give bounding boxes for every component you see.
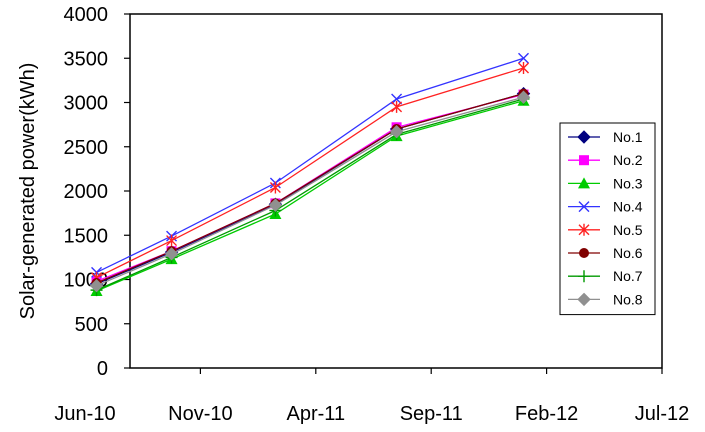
legend-entry: No.5 — [568, 222, 643, 238]
y-tick-label: 3500 — [64, 48, 109, 70]
x-tick-label: Jul-12 — [635, 403, 689, 425]
x-tick-label: Feb-12 — [515, 403, 578, 425]
data-point — [164, 247, 179, 261]
y-tick-label: 0 — [97, 358, 108, 380]
legend-label: No.3 — [613, 175, 643, 191]
y-tick-label: 2500 — [64, 137, 109, 159]
x-tick-label: Nov-10 — [168, 403, 232, 425]
legend-entry: No.6 — [568, 245, 643, 261]
data-point — [516, 90, 531, 104]
x-tick-label: Jun-10 — [54, 403, 115, 425]
x-tick-label: Apr-11 — [287, 403, 346, 425]
legend-entry: No.4 — [568, 199, 643, 215]
legend-label: No.6 — [613, 245, 643, 261]
legend-label: No.4 — [613, 199, 643, 215]
x-tick-label: Sep-11 — [400, 403, 463, 425]
legend-entry: No.8 — [568, 291, 643, 307]
legend-entry: No.7 — [568, 268, 643, 284]
data-point — [166, 234, 178, 247]
legend-entry: No.2 — [568, 152, 643, 168]
data-point — [269, 181, 281, 194]
y-axis-title: Solar-generated power(kWh) — [17, 63, 39, 320]
y-tick-label: 3000 — [64, 93, 109, 115]
x-axis-ticks: Jun-10 Nov-10 Apr-11 Sep-11 Feb-12 Jul-12 — [54, 368, 689, 425]
data-point — [391, 100, 403, 113]
y-tick-label: 500 — [75, 314, 108, 336]
legend-box — [559, 122, 656, 316]
legend-marker — [579, 155, 589, 166]
legend-marker — [577, 292, 591, 307]
legend-marker — [579, 248, 589, 258]
data-point — [89, 278, 104, 293]
y-tick-label: 1500 — [64, 225, 109, 247]
y-tick-label: 2000 — [64, 181, 109, 203]
series-No.8 — [89, 90, 531, 293]
data-point — [518, 61, 530, 74]
legend-marker — [577, 130, 591, 144]
data-point — [518, 52, 530, 64]
data-point — [268, 198, 283, 212]
legend: No.1 No.2 No.3 No.4 No.5 No.6 No.7 No.8 — [559, 122, 656, 316]
legend-marker — [578, 177, 590, 189]
y-tick-label: 4000 — [64, 4, 109, 26]
legend-entry: No.1 — [568, 129, 643, 145]
legend-label: No.1 — [613, 129, 643, 145]
legend-label: No.8 — [613, 291, 643, 307]
legend-marker — [578, 270, 590, 283]
legend-marker — [578, 201, 590, 213]
legend-label: No.2 — [613, 152, 643, 168]
series-layer — [89, 52, 531, 297]
data-point — [389, 124, 404, 139]
legend-entry: No.3 — [568, 175, 643, 191]
legend-label: No.5 — [613, 222, 643, 238]
legend-marker — [578, 223, 590, 236]
data-point — [391, 93, 403, 105]
legend-label: No.7 — [613, 268, 643, 284]
